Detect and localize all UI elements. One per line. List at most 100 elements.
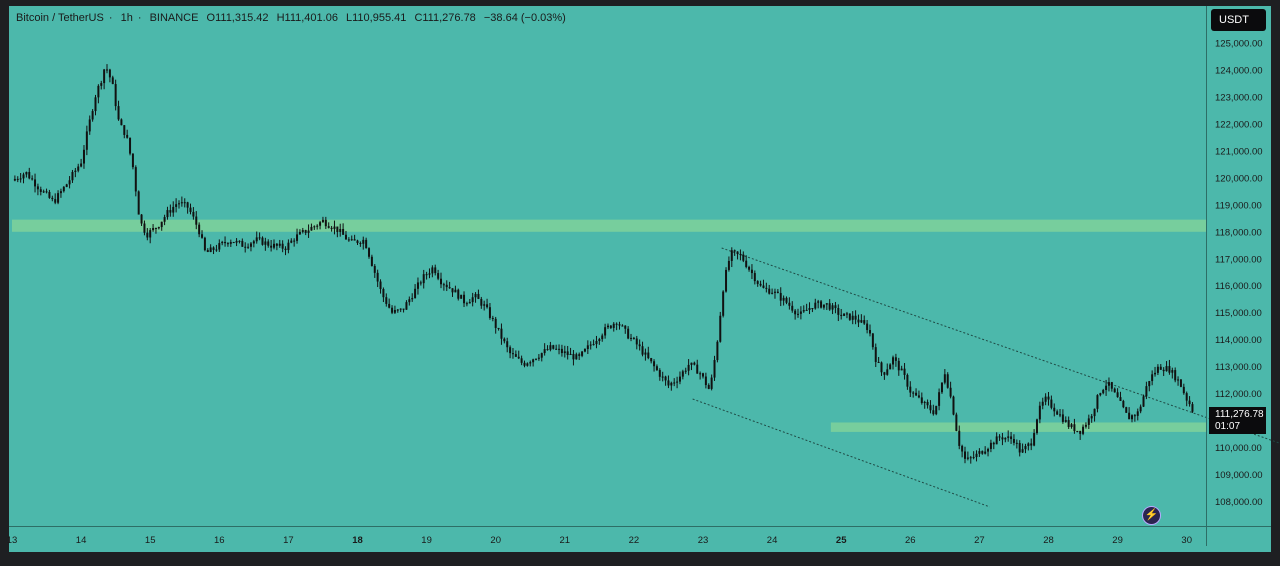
candle-body [586, 345, 589, 350]
candle-body [304, 230, 307, 233]
upper-trendline[interactable] [721, 247, 1280, 453]
candle-body [313, 226, 316, 228]
candle-body [198, 224, 201, 235]
candle-body [670, 382, 673, 386]
lightning-icon[interactable]: ⚡ [1142, 506, 1161, 525]
candle-body [681, 371, 684, 377]
candle-body [995, 436, 998, 445]
candle-body [952, 396, 955, 415]
time-tick-label: 23 [698, 535, 709, 546]
candle-body [1182, 386, 1185, 394]
candle-body [235, 240, 238, 243]
candle-body [621, 325, 624, 327]
candle-body [428, 273, 431, 275]
candle-body [903, 368, 906, 375]
candle-body [923, 401, 926, 403]
chart-frame [9, 6, 1271, 552]
candle-body [460, 294, 463, 299]
candle-body [644, 352, 647, 355]
candle-body [494, 318, 497, 328]
candle-body [463, 294, 466, 304]
candle-body [226, 243, 229, 245]
candle-body [1056, 411, 1059, 415]
candle-body [1004, 437, 1007, 440]
candle-body [638, 344, 641, 347]
candle-body [186, 202, 189, 208]
time-tick-label: 24 [767, 535, 778, 546]
price-tick-label: 122,000.00 [1215, 119, 1263, 130]
time-axis[interactable]: 13 14 15 16 17 18 19 20 21 22 23 24 25 26 27 28 29 30 [7, 526, 1271, 547]
candle-body [687, 364, 690, 371]
candle-body [106, 69, 109, 71]
candle-body [97, 85, 100, 98]
candle-body [828, 303, 831, 310]
time-tick-label: 22 [629, 535, 640, 546]
price-tick-label: 113,000.00 [1215, 362, 1262, 373]
candle-body [690, 362, 693, 365]
candle-body [22, 174, 25, 179]
candle-body [894, 357, 897, 361]
candle-body [497, 327, 500, 329]
support-zone[interactable] [830, 422, 1206, 432]
candle-body [442, 284, 445, 286]
candle-body [353, 239, 356, 241]
candle-body [123, 125, 126, 135]
currency-selector-button[interactable]: USDT [1211, 9, 1266, 31]
candle-body [1027, 443, 1030, 447]
candle-body [180, 202, 183, 204]
candle-body [880, 362, 883, 373]
candle-body [811, 308, 814, 310]
candle-body [710, 377, 713, 389]
candle-body [845, 313, 848, 315]
candle-body [874, 347, 877, 362]
candle-body [532, 359, 535, 363]
candle-body [1018, 442, 1021, 453]
candle-body [177, 203, 180, 205]
candle-body [748, 266, 751, 270]
interval-label[interactable]: 1h [120, 12, 133, 24]
candle-body [157, 227, 160, 229]
candle-body [160, 221, 163, 228]
candle-body [166, 210, 169, 218]
candle-body [635, 338, 638, 345]
candle-body [1122, 400, 1125, 408]
candle-body [716, 341, 719, 361]
low-value: L110,955.41 [346, 12, 407, 24]
change-value: −38.64 (−0.03%) [483, 12, 566, 24]
candle-body [1139, 406, 1142, 412]
candle-body [900, 368, 903, 371]
candle-body [1174, 370, 1177, 381]
resistance-zone[interactable] [12, 219, 1206, 232]
candle-body [1168, 366, 1171, 373]
candle-body [376, 272, 379, 282]
candle-body [972, 457, 975, 459]
candle-body [606, 325, 609, 328]
candle-body [509, 347, 512, 354]
candle-body [572, 353, 575, 360]
candle-body [36, 186, 39, 190]
candle-body [146, 232, 149, 238]
price-axis[interactable]: 125,000.00 124,000.00 123,000.00 122,000.00… [1206, 6, 1263, 546]
price-tick-label: 112,000.00 [1215, 389, 1262, 400]
candle-body [405, 302, 408, 310]
lower-trendline[interactable] [692, 398, 990, 508]
candle-body [370, 256, 373, 266]
candle-body [270, 245, 273, 248]
candle-body [296, 234, 299, 241]
time-tick-label: 26 [905, 535, 916, 546]
candle-body [218, 243, 221, 250]
bar-countdown: 01:07 [1215, 421, 1241, 432]
candle-body [520, 358, 523, 363]
candle-body [1007, 436, 1010, 438]
candle-body [560, 348, 563, 354]
candle-body [1053, 407, 1056, 412]
candle-body [258, 237, 261, 239]
close-value: C111,276.78 [414, 12, 476, 24]
candle-body [1113, 388, 1116, 393]
candle-body [1059, 414, 1062, 416]
candle-body [111, 77, 114, 85]
candle-body [771, 292, 774, 294]
candle-body [16, 178, 19, 180]
last-price-value: 111,276.78 [1215, 409, 1264, 420]
